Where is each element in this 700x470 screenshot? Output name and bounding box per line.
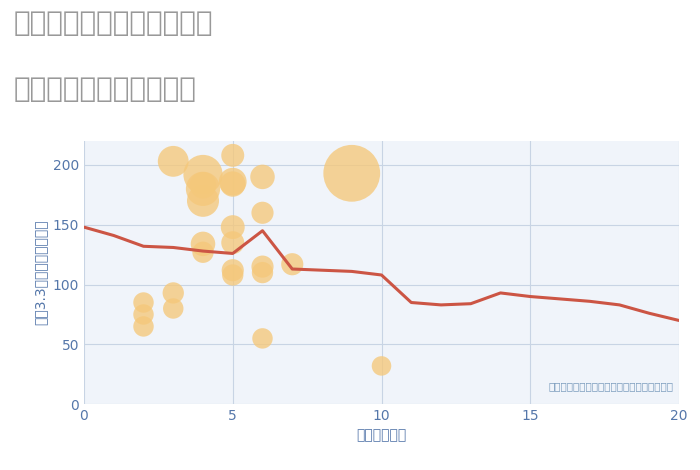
Point xyxy=(257,269,268,276)
Point xyxy=(227,223,238,231)
Point xyxy=(257,263,268,270)
Text: 駅距離別中古戸建て価格: 駅距離別中古戸建て価格 xyxy=(14,75,197,103)
Point xyxy=(257,209,268,217)
Point xyxy=(227,152,238,159)
Point xyxy=(197,181,209,189)
Point xyxy=(257,335,268,342)
Point xyxy=(227,239,238,246)
X-axis label: 駅距離（分）: 駅距離（分） xyxy=(356,429,407,443)
Point xyxy=(257,173,268,180)
Point xyxy=(346,170,357,177)
Point xyxy=(376,362,387,370)
Point xyxy=(227,180,238,188)
Point xyxy=(138,323,149,330)
Point xyxy=(138,311,149,318)
Point xyxy=(227,271,238,279)
Point xyxy=(138,299,149,306)
Text: 円の大きさは、取引のあった物件面積を示す: 円の大きさは、取引のあった物件面積を示す xyxy=(548,381,673,391)
Point xyxy=(197,197,209,204)
Point xyxy=(168,305,179,312)
Point xyxy=(197,171,209,178)
Point xyxy=(197,240,209,248)
Point xyxy=(168,157,179,165)
Point xyxy=(197,185,209,193)
Y-axis label: 坪（3.3㎡）単価（万円）: 坪（3.3㎡）単価（万円） xyxy=(33,220,47,325)
Point xyxy=(227,266,238,274)
Text: 大阪府ドーム前千代崎駅の: 大阪府ドーム前千代崎駅の xyxy=(14,9,213,38)
Point xyxy=(287,260,298,268)
Point xyxy=(227,178,238,186)
Point xyxy=(197,249,209,256)
Point xyxy=(168,289,179,297)
